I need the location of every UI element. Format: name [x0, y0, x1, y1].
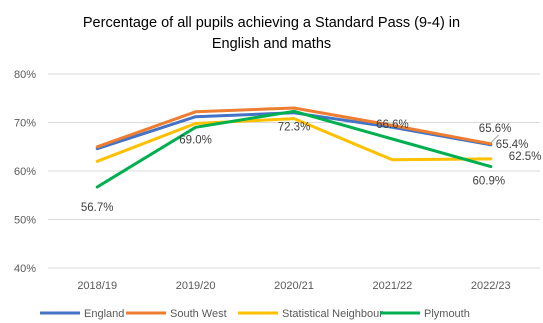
chart-title-line-1: Percentage of all pupils achieving a Sta… [82, 15, 461, 31]
y-tick-label: 40% [14, 263, 36, 275]
data-label: 72.3% [278, 121, 311, 133]
series-line-south-west [95, 106, 493, 149]
data-label: 65.6% [479, 123, 512, 135]
x-tick-label: 2021/22 [373, 280, 413, 292]
legend-label: Statistical Neighbour [282, 308, 383, 320]
y-tick-label: 70% [14, 118, 36, 130]
x-tick-label: 2020/21 [274, 280, 314, 292]
data-label: 60.9% [472, 176, 505, 188]
data-label: 65.4% [496, 139, 529, 151]
data-label: 62.5% [509, 151, 542, 163]
series-line-plymouth [95, 109, 493, 189]
legend-label: England [84, 308, 124, 320]
chart-title-line-2: English and maths [211, 36, 332, 52]
data-label: 69.0% [179, 134, 212, 146]
y-tick-label: 50% [14, 215, 36, 227]
x-tick-label: 2019/20 [176, 280, 216, 292]
series-line-statistical-neighbour [95, 117, 493, 163]
legend-label: South West [170, 308, 227, 320]
x-tick-label: 2022/23 [471, 280, 511, 292]
data-label: 66.6% [376, 119, 409, 131]
y-tick-label: 60% [14, 166, 36, 178]
y-tick-label: 80% [14, 69, 36, 81]
data-label: 56.7% [81, 202, 114, 214]
x-tick-label: 2018/19 [77, 280, 117, 292]
leader-line [490, 134, 500, 144]
legend-label: Plymouth [424, 308, 470, 320]
